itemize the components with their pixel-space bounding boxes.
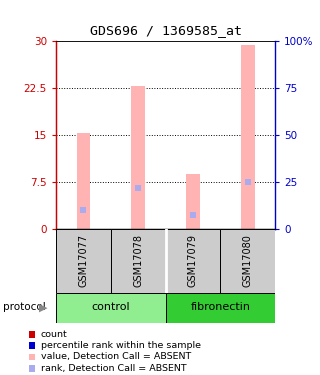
Bar: [220, 229, 275, 292]
Bar: [186, 174, 200, 229]
Text: GSM17080: GSM17080: [243, 234, 253, 287]
Text: GSM17078: GSM17078: [133, 234, 143, 287]
Text: protocol: protocol: [3, 303, 46, 312]
Bar: [166, 292, 275, 322]
Text: GSM17077: GSM17077: [78, 234, 88, 287]
Text: rank, Detection Call = ABSENT: rank, Detection Call = ABSENT: [41, 364, 187, 373]
Text: fibronectin: fibronectin: [190, 303, 250, 312]
Bar: [56, 229, 111, 292]
Bar: [166, 229, 220, 292]
Text: value, Detection Call = ABSENT: value, Detection Call = ABSENT: [41, 352, 191, 362]
Text: percentile rank within the sample: percentile rank within the sample: [41, 341, 201, 350]
Text: control: control: [92, 303, 130, 312]
Text: GSM17079: GSM17079: [188, 234, 198, 287]
Bar: [131, 86, 145, 229]
Bar: [56, 292, 166, 322]
Bar: [241, 45, 255, 229]
Text: ▶: ▶: [39, 303, 47, 312]
Bar: [111, 229, 166, 292]
Title: GDS696 / 1369585_at: GDS696 / 1369585_at: [90, 24, 242, 37]
Text: count: count: [41, 330, 68, 339]
Bar: [76, 133, 90, 229]
